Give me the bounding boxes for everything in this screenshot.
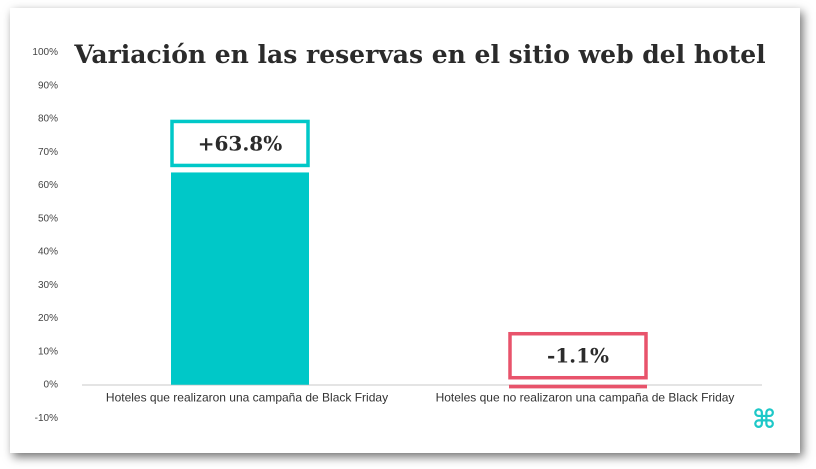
data-label-box: [508, 331, 648, 380]
data-label: +63.8%: [198, 131, 282, 155]
brand-logo-icon: ⌘: [752, 405, 776, 435]
y-tick-label: 0%: [44, 380, 59, 391]
data-label: -1.1%: [547, 344, 609, 368]
y-tick-label: 100%: [32, 47, 58, 58]
y-tick-label: 50%: [38, 213, 58, 224]
data-labels: +63.8% -1.1%: [170, 119, 648, 380]
bar: [171, 172, 309, 385]
bars: [171, 172, 647, 389]
category-label: Hoteles que realizaron una campaña de Bl…: [106, 391, 388, 405]
y-tick-label: 70%: [38, 147, 58, 158]
y-axis: 100% 90% 80% 70% 60% 50% 40% 30% 20% 10% 0% -10%: [32, 47, 58, 424]
y-tick-label: -10%: [35, 413, 58, 424]
y-tick-label: 40%: [38, 247, 58, 258]
bar-chart: Variación en las reservas en el sitio we…: [32, 40, 776, 435]
bar: [509, 384, 647, 389]
y-tick-label: 30%: [38, 280, 58, 291]
chart-title: Variación en las reservas en el sitio we…: [73, 40, 765, 69]
category-labels: Hoteles que realizaron una campaña de Bl…: [106, 391, 735, 405]
y-tick-label: 60%: [38, 180, 58, 191]
data-label-box: [170, 119, 310, 168]
category-label: Hoteles que no realizaron una campaña de…: [436, 391, 735, 405]
y-tick-label: 80%: [38, 114, 58, 125]
chart-card: Variación en las reservas en el sitio we…: [10, 8, 800, 453]
y-tick-label: 20%: [38, 313, 58, 324]
y-tick-label: 10%: [38, 346, 58, 357]
y-tick-label: 90%: [38, 80, 58, 91]
